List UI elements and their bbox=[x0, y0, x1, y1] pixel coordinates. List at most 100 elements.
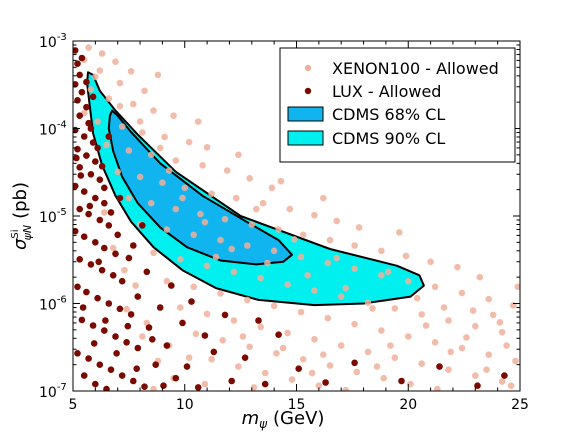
lux-point bbox=[114, 231, 121, 239]
lux-point bbox=[194, 384, 202, 391]
lux-point bbox=[141, 383, 148, 391]
lux-point bbox=[130, 377, 137, 385]
lux-point bbox=[474, 382, 481, 390]
xenon100-point bbox=[324, 314, 332, 322]
y-tick-label: 10-5 bbox=[39, 207, 67, 226]
xenon100-point bbox=[201, 218, 209, 226]
lux-point bbox=[77, 172, 85, 179]
lux-point bbox=[118, 372, 126, 379]
xenon100-point bbox=[407, 380, 414, 388]
lux-point bbox=[107, 209, 115, 216]
axis-ticks bbox=[72, 40, 521, 392]
xenon100-point bbox=[235, 151, 242, 159]
xenon100-point bbox=[248, 221, 256, 228]
x-tick-label: 15 bbox=[288, 397, 306, 413]
xenon100-point bbox=[150, 385, 157, 391]
xenon100-point bbox=[422, 322, 430, 329]
xenon100-point bbox=[270, 302, 278, 310]
lux-point bbox=[133, 365, 140, 373]
lux-point bbox=[96, 176, 104, 183]
lux-point bbox=[101, 244, 108, 252]
xenon100-point bbox=[355, 224, 363, 231]
xenon100-point bbox=[405, 277, 412, 285]
xenon100-point bbox=[483, 366, 490, 374]
lux-point bbox=[105, 133, 113, 140]
lux-point bbox=[101, 184, 108, 192]
lux-point bbox=[83, 103, 90, 111]
lux-point bbox=[85, 210, 92, 218]
xenon100-point bbox=[396, 229, 403, 236]
xenon100-point bbox=[232, 194, 240, 202]
xenon100-point bbox=[190, 231, 197, 239]
xenon100-point bbox=[141, 87, 148, 95]
xenon100-point bbox=[163, 277, 171, 285]
xenon100-point bbox=[284, 281, 291, 288]
lux-point bbox=[89, 139, 97, 146]
lux-point bbox=[139, 222, 146, 229]
lux-point bbox=[76, 71, 83, 79]
xenon100-point bbox=[270, 247, 278, 255]
lux-point bbox=[201, 332, 209, 339]
lux-point bbox=[228, 377, 235, 385]
lux-point bbox=[101, 327, 108, 334]
xenon100-point bbox=[391, 305, 399, 312]
xenon100-point bbox=[101, 209, 108, 216]
lux-point bbox=[87, 171, 95, 178]
lux-point bbox=[76, 205, 83, 213]
lux-point bbox=[163, 342, 171, 349]
lux-point bbox=[80, 372, 88, 379]
xenon100-point bbox=[291, 236, 298, 243]
xenon100-point bbox=[170, 112, 177, 119]
lux-point bbox=[351, 359, 358, 367]
x-axis-label: mψ (GeV) bbox=[242, 408, 325, 431]
lux-point bbox=[95, 258, 102, 266]
xenon100-point bbox=[103, 141, 110, 149]
xenon100-point bbox=[139, 333, 146, 340]
lux-point bbox=[255, 317, 262, 324]
xenon100-point bbox=[185, 354, 193, 362]
xenon100-point bbox=[458, 344, 466, 352]
xenon100-point bbox=[114, 168, 121, 176]
xenon100-point bbox=[391, 354, 399, 362]
lux-point bbox=[73, 182, 79, 190]
lux-point bbox=[87, 261, 95, 268]
xenon100-point bbox=[413, 294, 421, 302]
xenon100-point bbox=[159, 179, 166, 186]
xenon100-point bbox=[125, 147, 133, 154]
xenon100-point bbox=[127, 68, 135, 75]
xenon100-point bbox=[112, 58, 119, 65]
xenon100-point bbox=[150, 249, 157, 257]
lux-point bbox=[123, 339, 130, 346]
y-axis-label: σSiψN(pb) bbox=[10, 182, 34, 250]
xenon100-point bbox=[402, 252, 410, 260]
xenon100-point bbox=[333, 217, 341, 225]
xenon100-point bbox=[136, 118, 144, 125]
xenon100-point bbox=[192, 330, 200, 338]
xenon100-point bbox=[147, 199, 155, 207]
lux-point bbox=[74, 60, 81, 67]
xenon100-point bbox=[369, 305, 376, 312]
xenon100-point bbox=[485, 351, 493, 359]
xenon100-point bbox=[203, 144, 211, 151]
xenon100-point bbox=[384, 268, 392, 276]
xenon100-point bbox=[116, 79, 124, 87]
xenon100-point bbox=[380, 374, 388, 382]
xenon100-point bbox=[498, 378, 506, 385]
xenon100-point bbox=[507, 382, 515, 390]
xenon100-point bbox=[445, 317, 452, 324]
lux-point bbox=[73, 81, 79, 88]
legend-marker-lux bbox=[304, 87, 312, 95]
xenon100-point bbox=[445, 366, 452, 374]
lux-point bbox=[101, 199, 108, 207]
lux-point bbox=[83, 78, 90, 86]
xenon100-point bbox=[337, 293, 345, 300]
xenon100-point bbox=[351, 320, 358, 328]
xenon100-point bbox=[405, 333, 412, 340]
xenon100-point bbox=[496, 319, 504, 326]
xenon100-point bbox=[472, 322, 479, 330]
legend-patch-cdms68 bbox=[287, 106, 324, 122]
lux-point bbox=[118, 277, 126, 285]
lux-point bbox=[295, 365, 303, 373]
xenon100-point bbox=[299, 231, 307, 239]
xenon100-point bbox=[105, 95, 113, 102]
